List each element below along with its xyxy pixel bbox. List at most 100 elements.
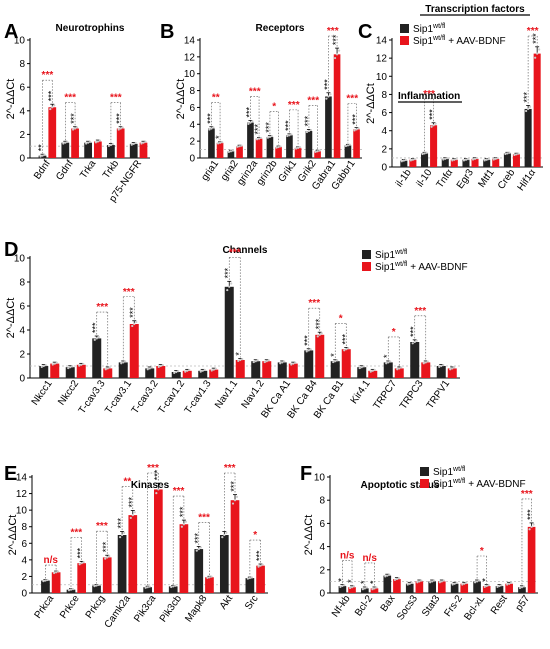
legend-label-sip1: Sip1wt/fl: [375, 249, 408, 261]
data-point: [71, 128, 75, 131]
category-label: Camk2a: [103, 593, 134, 630]
data-point: [82, 362, 85, 366]
comparison-stars: ***: [307, 95, 319, 106]
comparison-stars: ***: [70, 527, 82, 538]
star-bdnf: *: [234, 352, 244, 356]
bar-bdnf: [415, 581, 424, 593]
data-point: [246, 577, 249, 580]
data-point: [353, 129, 356, 132]
category-label: Bax: [379, 593, 398, 613]
data-point: [182, 523, 185, 526]
bar-sip1: [107, 145, 115, 158]
bar-bdnf: [256, 565, 265, 593]
data-point: [226, 288, 229, 292]
data-point: [309, 128, 313, 132]
y-tick-label: 10: [376, 72, 388, 83]
y-tick-label: 6: [381, 108, 387, 119]
comparison-stars: ***: [327, 26, 339, 37]
bar-bdnf: [102, 557, 112, 593]
bar-bdnf: [447, 368, 457, 378]
star-sip1: *: [336, 578, 346, 582]
data-point: [527, 107, 530, 111]
y-tick-label: 4: [189, 120, 195, 131]
category-label: Socs3: [395, 593, 420, 622]
data-point: [255, 138, 259, 141]
data-point: [104, 368, 107, 371]
comparison-stars: *: [253, 530, 257, 541]
data-point: [257, 137, 261, 140]
data-point: [221, 535, 224, 539]
star-sip1: *: [329, 353, 339, 357]
data-point: [463, 582, 466, 585]
category-label: Akt: [218, 593, 235, 611]
data-point: [492, 158, 495, 161]
data-point: [400, 366, 403, 369]
data-point: [227, 150, 231, 153]
data-point: [119, 127, 122, 130]
data-point: [389, 360, 392, 363]
comparison-stars: ***: [346, 94, 358, 105]
data-point: [305, 130, 309, 134]
category-label: Pik3cb: [158, 593, 184, 624]
data-point: [421, 152, 424, 156]
bar-bdnf: [288, 363, 298, 378]
star-bdnf: ***: [152, 469, 162, 480]
star-bdnf: ***: [69, 113, 79, 124]
panel-title: Neurotrophins: [56, 23, 125, 34]
bar-bdnf: [50, 363, 60, 378]
bar-bdnf: [182, 370, 192, 378]
data-point: [418, 580, 421, 583]
data-point: [438, 365, 441, 368]
data-point: [146, 368, 149, 371]
data-point: [420, 579, 423, 582]
data-point: [455, 157, 458, 161]
data-point: [106, 367, 109, 370]
data-point: [157, 488, 160, 491]
bar-bdnf: [315, 334, 325, 378]
y-tick-label: 10: [14, 254, 26, 265]
panel-C: C Transcription factors 2^-ΔΔCt 0 2 4 6 8 10 12 14…: [358, 4, 543, 193]
data-point: [343, 349, 346, 352]
y-axis-label: 2^-ΔΔCt: [365, 83, 377, 124]
star-bdnf: *: [368, 580, 378, 584]
data-point: [236, 145, 239, 148]
data-point: [500, 584, 503, 587]
data-point: [238, 145, 241, 148]
panel-title: Transcription factors: [425, 4, 525, 15]
data-point: [538, 48, 541, 51]
star-bdnf: ***: [128, 307, 138, 318]
bar-bdnf: [139, 142, 148, 158]
data-point: [247, 122, 250, 125]
category-label: Trkb: [101, 158, 122, 181]
bar-bdnf: [421, 362, 431, 378]
data-point: [257, 565, 260, 568]
y-tick-label: 12: [184, 52, 196, 63]
data-point: [107, 144, 111, 147]
star-sip1: ***: [283, 120, 293, 131]
data-point: [218, 141, 222, 144]
panel-title: Channels: [222, 245, 267, 256]
bar-bdnf: [129, 324, 139, 378]
data-point: [186, 369, 189, 372]
bar-bdnf: [294, 147, 302, 158]
data-point: [410, 581, 413, 584]
bar-bdnf: [156, 366, 166, 378]
category-label: T-cav1.3: [183, 378, 214, 416]
data-point: [122, 361, 125, 364]
data-point: [69, 366, 72, 369]
star-bdnf: *: [214, 135, 224, 139]
bar-bdnf: [482, 586, 491, 593]
bar-sip1: [92, 585, 101, 593]
data-point: [466, 157, 470, 161]
data-point: [134, 141, 137, 145]
data-point: [348, 143, 352, 146]
data-point: [347, 347, 350, 350]
data-point: [49, 107, 52, 111]
legend-swatch-sip1: [362, 250, 371, 259]
bar-bdnf: [314, 151, 321, 158]
bar-sip1: [66, 589, 76, 593]
category-label: Nav1.1: [213, 378, 240, 411]
data-point: [214, 367, 217, 370]
data-point: [400, 160, 403, 163]
bar-sip1: [65, 367, 75, 378]
